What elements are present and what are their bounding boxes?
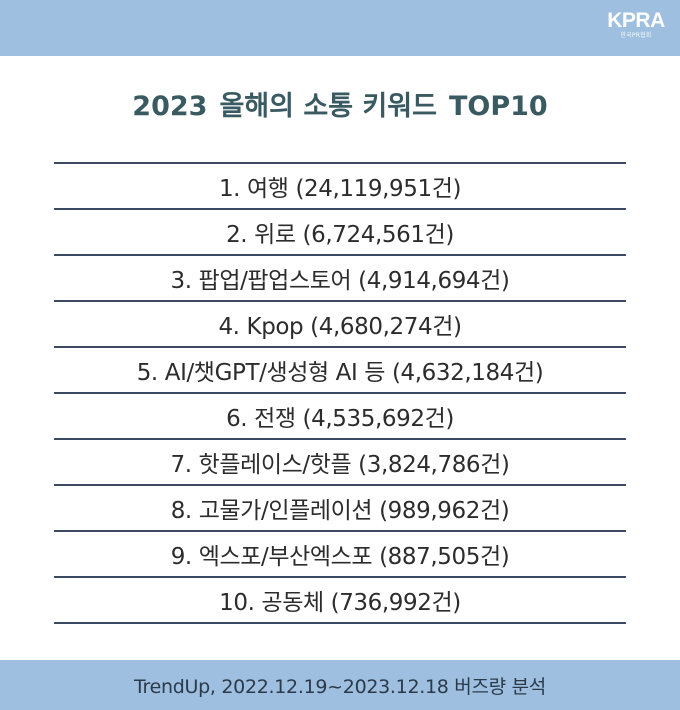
footer-bar: TrendUp, 2022.12.19~2023.12.18 버즈량 분석 [0,660,680,710]
keyword-row: 9. 엑스포/부산엑스포 (887,505건) [54,532,626,578]
title-text: 올해의 소통 키워드 [219,91,437,122]
keyword-row: 5. AI/챗GPT/생성형 AI 등 (4,632,184건) [54,348,626,394]
page-title: 2023 올해의 소통 키워드 TOP10 [0,88,680,126]
source-note: TrendUp, 2022.12.19~2023.12.18 버즈량 분석 [134,675,546,698]
header-bar: KPRA 한국PR협회 [0,0,680,56]
keyword-row: 8. 고물가/인플레이션 (989,962건) [54,486,626,532]
keyword-row: 7. 핫플레이스/핫플 (3,824,786건) [54,440,626,486]
title-suffix: TOP10 [448,91,548,122]
logo-subtitle: 한국PR협회 [620,32,652,39]
keyword-row: 6. 전쟁 (4,535,692건) [54,394,626,440]
keyword-row: 10. 공동체 (736,992건) [54,578,626,624]
keyword-row: 3. 팝업/팝업스토어 (4,914,694건) [54,256,626,302]
logo-mark: KPRA [607,9,665,32]
keyword-row: 4. Kpop (4,680,274건) [54,302,626,348]
kpra-logo: KPRA 한국PR협회 [604,10,668,40]
keyword-row: 1. 여행 (24,119,951건) [54,164,626,210]
keyword-list: 1. 여행 (24,119,951건) 2. 위로 (6,724,561건) 3… [54,162,626,624]
title-year: 2023 [132,91,208,122]
keyword-row: 2. 위로 (6,724,561건) [54,210,626,256]
